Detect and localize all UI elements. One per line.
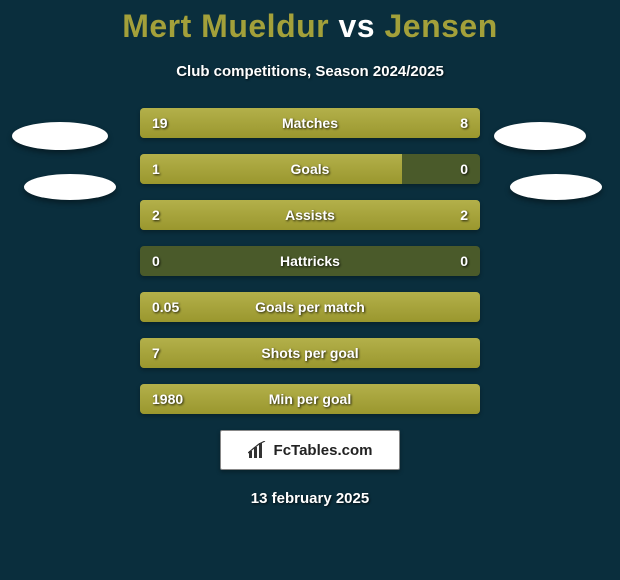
stat-bar-left xyxy=(140,338,480,368)
stat-bar-left xyxy=(140,384,480,414)
stat-row: Min per goal1980 xyxy=(140,384,480,414)
comparison-chart: Matches198Goals10Assists22Hattricks00Goa… xyxy=(0,108,620,414)
stat-bar-left xyxy=(140,154,402,184)
stat-bar-left xyxy=(140,108,379,138)
decorative-ellipse xyxy=(24,174,116,200)
player2-name: Jensen xyxy=(384,8,497,44)
stat-row: Goals10 xyxy=(140,154,480,184)
attribution-text: FcTables.com xyxy=(274,442,373,459)
stat-bar-left xyxy=(140,292,480,322)
comparison-title: Mert Mueldur vs Jensen xyxy=(0,0,620,45)
subtitle: Club competitions, Season 2024/2025 xyxy=(0,63,620,80)
stat-label: Hattricks xyxy=(140,246,480,276)
decorative-ellipse xyxy=(494,122,586,150)
stat-row: Assists22 xyxy=(140,200,480,230)
stat-bar-right xyxy=(379,108,480,138)
bar-chart-icon xyxy=(248,441,268,459)
vs-text: vs xyxy=(339,8,376,44)
stat-row: Hattricks0 0 xyxy=(140,246,480,276)
stat-value-right: 0 xyxy=(460,154,468,184)
stat-bar-left xyxy=(140,200,310,230)
stat-row: Goals per match0.05 xyxy=(140,292,480,322)
stat-bar-right xyxy=(310,200,480,230)
date-text: 13 february 2025 xyxy=(0,490,620,507)
decorative-ellipse xyxy=(510,174,602,200)
decorative-ellipse xyxy=(12,122,108,150)
stat-row: Shots per goal7 xyxy=(140,338,480,368)
stat-value-right: 0 xyxy=(460,246,468,276)
stat-row: Matches198 xyxy=(140,108,480,138)
player1-name: Mert Mueldur xyxy=(122,8,329,44)
attribution-box: FcTables.com xyxy=(220,430,400,470)
stat-value-left: 0 xyxy=(152,246,160,276)
